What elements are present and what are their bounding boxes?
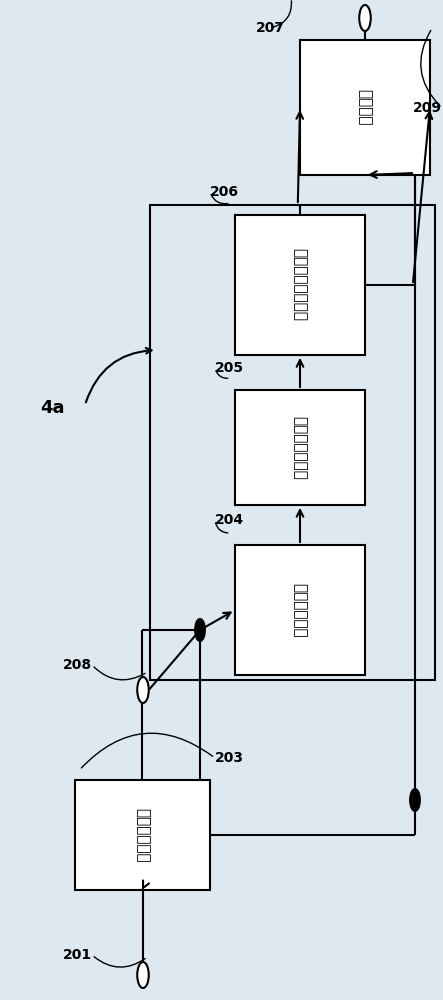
Text: 206: 206 — [210, 185, 239, 199]
Text: 图像处理单元: 图像处理单元 — [135, 808, 150, 862]
Circle shape — [137, 677, 149, 703]
Bar — [235, 390, 365, 505]
Circle shape — [137, 962, 149, 988]
Text: 4a: 4a — [40, 399, 64, 417]
Text: 差分计算单元: 差分计算单元 — [292, 583, 307, 637]
Text: 204: 204 — [215, 513, 244, 527]
Text: 203: 203 — [215, 751, 244, 765]
Bar — [235, 545, 365, 675]
Text: 低通滤波器单元: 低通滤波器单元 — [292, 416, 307, 479]
Circle shape — [359, 5, 371, 31]
Bar — [300, 40, 430, 175]
Bar — [75, 780, 210, 890]
Text: 208: 208 — [63, 658, 92, 672]
Text: 混合比率计算单元: 混合比率计算单元 — [292, 248, 307, 321]
Bar — [235, 215, 365, 355]
Text: 201: 201 — [63, 948, 92, 962]
Circle shape — [195, 619, 205, 641]
Circle shape — [410, 789, 420, 811]
Bar — [150, 205, 435, 680]
Text: 混合单元: 混合单元 — [358, 89, 373, 126]
Text: 205: 205 — [215, 361, 244, 375]
Text: 209: 209 — [413, 101, 442, 115]
Text: 207: 207 — [256, 21, 284, 35]
